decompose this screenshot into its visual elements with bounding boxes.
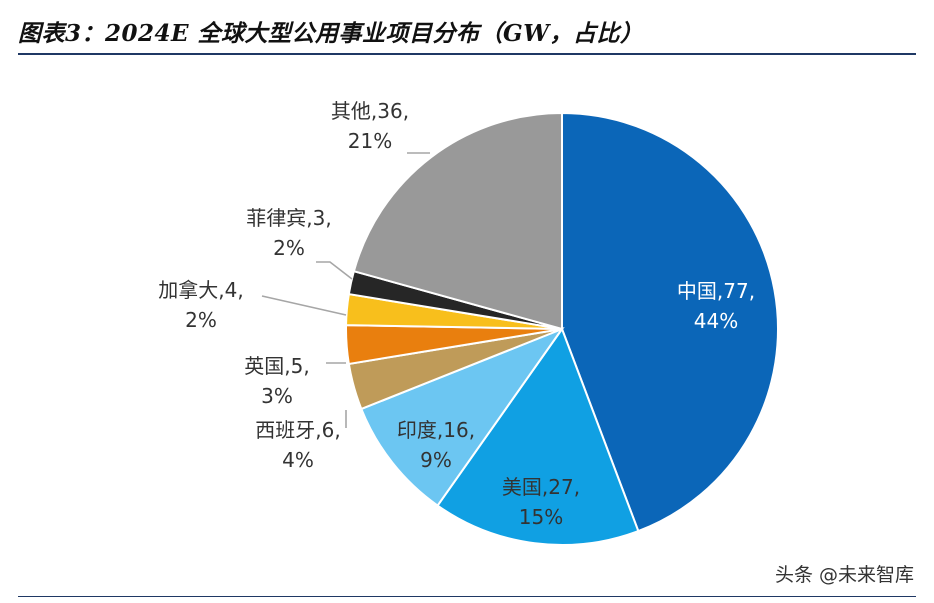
slice-印度16-label-name-value: 印度,16, [397,418,475,442]
slice-美国27-wedge [436,326,640,546]
slice-西班牙6-label-name-value: 西班牙,6, [255,418,340,442]
slice-加拿大4-label-name-value: 加拿大,4, [158,278,243,302]
chart-title: 图表3：2024E 全球大型公用事业项目分布（GW，占比） [18,20,644,47]
slice-菲律宾3-label: 菲律宾,3, 2% [246,206,331,260]
title-divider [18,53,916,55]
slice-其他36-label-name-value: 其他,36, [331,99,409,123]
slice-加拿大4-label: 加拿大,4, 2% [158,278,243,332]
slice-其他36-label: 其他,36, 21% [331,99,409,153]
slice-中国77-wedge [561,111,779,533]
slice-英国5-label-name-value: 英国,5, [244,354,309,378]
slice-中国77-label: 中国,77, 44% [677,279,755,333]
slice-英国5-label-percent: 3% [261,384,293,408]
slice-英国5-label: 英国,5, 3% [244,354,309,408]
slice-中国77-label-name-value: 中国,77, [677,279,755,303]
slice-印度16-wedge [360,326,565,507]
slice-菲律宾3-label-name-value: 菲律宾,3, [246,206,331,230]
slice-美国27-label-percent: 15% [519,505,563,529]
slice-labels: 中国,77, 44% 美国,27, 15% 印度,16, 9% 西班牙,6, 4% 英国,5, 3… [158,99,755,529]
slice-印度16-label: 印度,16, 9% [397,418,475,472]
slice-美国27-label-name-value: 美国,27, [502,475,580,499]
slice-美国27-label: 美国,27, 15% [502,475,580,529]
leader-lines [261,152,430,428]
slice-其他36-wedge [352,111,563,331]
slice-菲律宾3-label-percent: 2% [273,236,305,260]
slice-其他36-label-percent: 21% [348,129,392,153]
bottom-divider [18,596,916,597]
watermark: 头条 @未来智库 [774,564,914,586]
pie-slices [345,111,779,546]
slice-西班牙6-label-percent: 4% [282,448,314,472]
slice-加拿大4-label-percent: 2% [185,308,217,332]
slice-中国77-label-percent: 44% [694,309,738,333]
slice-印度16-label-percent: 9% [420,448,452,472]
slice-西班牙6-label: 西班牙,6, 4% [255,418,340,472]
slice-菲律宾3-leader-line [316,261,353,280]
slice-加拿大4-leader-line [261,295,347,316]
